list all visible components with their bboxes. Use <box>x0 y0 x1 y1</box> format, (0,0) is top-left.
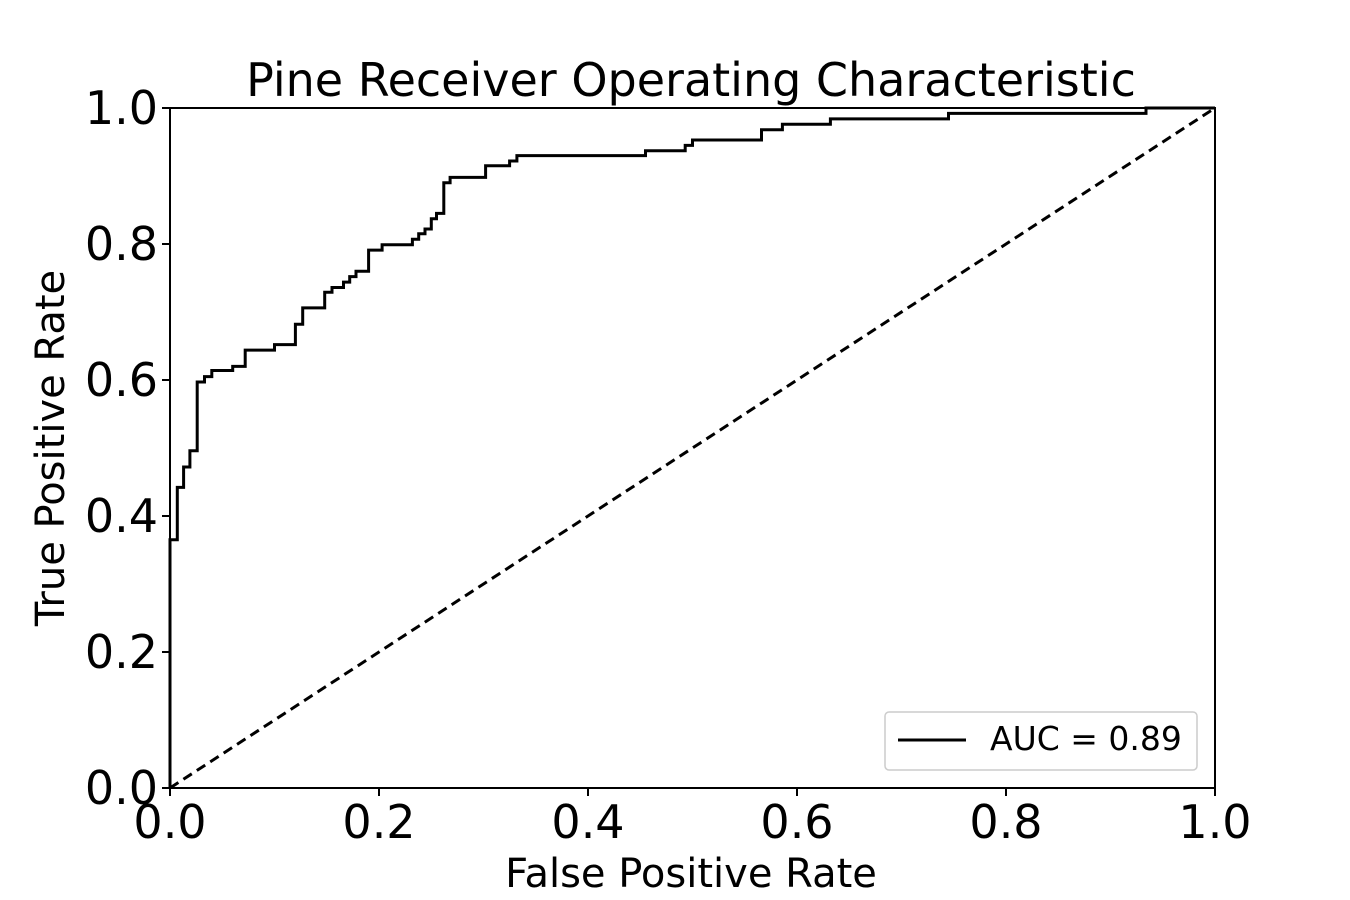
y-axis-label: True Positive Rate <box>28 270 74 627</box>
x-tick-label: 0.8 <box>969 795 1042 849</box>
x-tick-label: 0.4 <box>551 795 624 849</box>
y-tick-label: 0.4 <box>85 489 158 543</box>
plot-frame <box>169 107 1216 789</box>
y-tick-label: 0.8 <box>85 217 158 271</box>
x-tick-label: 0.0 <box>133 795 206 849</box>
roc-curve-line <box>168 106 1215 788</box>
x-tick-label: 0.2 <box>342 795 415 849</box>
y-tick-label: 0.6 <box>85 353 158 407</box>
x-axis: 0.0 0.2 0.4 0.6 0.8 1.0 <box>133 788 1252 849</box>
legend: AUC = 0.89 <box>884 711 1198 771</box>
chance-diagonal-line <box>169 106 1216 790</box>
chart-title: Pine Receiver Operating Characteristic <box>246 53 1136 107</box>
y-tick-label: 0.0 <box>85 761 158 815</box>
x-tick-label: 0.6 <box>760 795 833 849</box>
legend-box <box>884 711 1198 771</box>
legend-label: AUC = 0.89 <box>990 719 1182 758</box>
y-tick-label: 1.0 <box>85 81 158 135</box>
y-axis: 0.0 0.2 0.4 0.6 0.8 1.0 <box>85 81 170 815</box>
x-tick-label: 1.0 <box>1178 795 1251 849</box>
y-tick-label: 0.2 <box>85 625 158 679</box>
x-axis-label: False Positive Rate <box>505 851 877 897</box>
